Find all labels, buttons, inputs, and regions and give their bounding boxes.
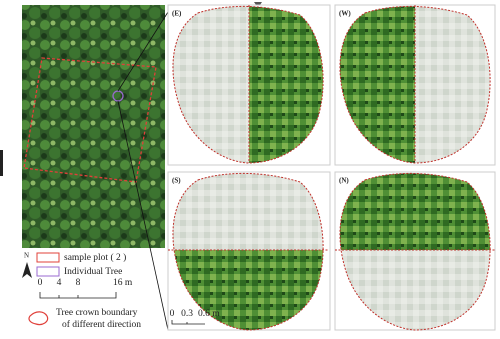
panel-label: (E) bbox=[172, 10, 182, 18]
panel-south: (S) bbox=[168, 172, 330, 332]
figure: (E) (W) (S) (N) sample plot ( 2 bbox=[0, 0, 500, 339]
legend-text: Tree crown boundary bbox=[56, 308, 138, 318]
legend-text: of different direction bbox=[62, 319, 141, 330]
scale-label: 0.3 bbox=[181, 309, 193, 319]
panel-label: (N) bbox=[339, 177, 349, 185]
page: (E) (W) (S) (N) sample plot ( 2 bbox=[0, 0, 500, 339]
legend-swatch bbox=[37, 253, 59, 262]
crown-icon bbox=[29, 312, 48, 325]
scale-label: 0 bbox=[38, 278, 43, 288]
scale-label: 8 bbox=[76, 278, 81, 288]
scale-label: 4 bbox=[57, 278, 62, 288]
panel-north: (N) bbox=[335, 172, 495, 332]
north-label: N bbox=[24, 252, 29, 260]
aerial-image bbox=[22, 5, 165, 248]
scale-label: 0 bbox=[170, 309, 175, 319]
legend-swatch bbox=[37, 267, 59, 276]
north-arrow bbox=[22, 262, 32, 278]
legend-text: sample plot ( 2 ) bbox=[64, 252, 126, 263]
panel-label: (W) bbox=[339, 10, 351, 18]
edge-bar bbox=[0, 150, 3, 176]
panel-west: (W) bbox=[335, 5, 495, 165]
panel-east: (E) bbox=[168, 5, 330, 165]
scale-label: 16 m bbox=[113, 278, 133, 288]
panel-label: (S) bbox=[172, 177, 181, 185]
scale-label: 0.6 m bbox=[198, 309, 220, 319]
legend-text: Individual Tree bbox=[64, 267, 122, 277]
scale-bar bbox=[40, 292, 116, 298]
